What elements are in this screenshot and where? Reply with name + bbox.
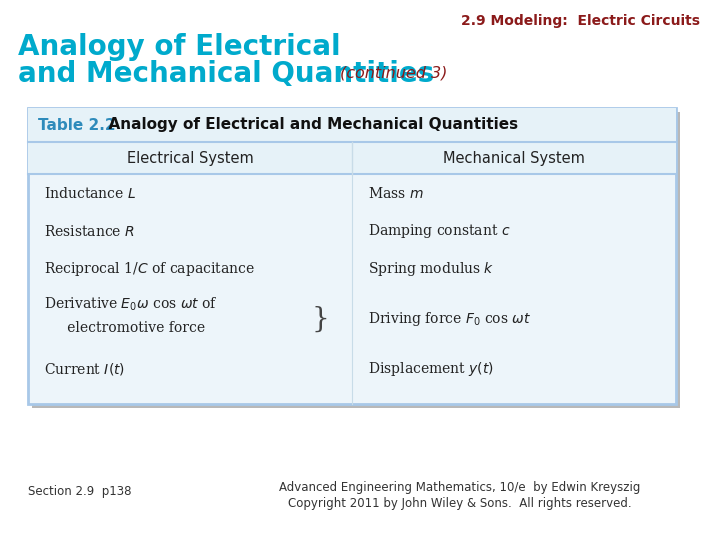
FancyBboxPatch shape — [28, 108, 676, 404]
Text: Section 2.9  p138: Section 2.9 p138 — [28, 485, 132, 498]
Text: and Mechanical Quantities: and Mechanical Quantities — [18, 60, 434, 88]
Text: Advanced Engineering Mathematics, 10/e  by Edwin Kreyszig: Advanced Engineering Mathematics, 10/e b… — [279, 482, 641, 495]
Text: (continued 3): (continued 3) — [340, 65, 447, 80]
Text: Table 2.2: Table 2.2 — [38, 118, 116, 132]
Text: Electrical System: Electrical System — [127, 151, 253, 165]
Text: 2.9 Modeling:  Electric Circuits: 2.9 Modeling: Electric Circuits — [461, 14, 700, 28]
Text: Resistance $R$: Resistance $R$ — [44, 224, 135, 239]
FancyBboxPatch shape — [28, 108, 676, 142]
Text: Damping constant $c$: Damping constant $c$ — [368, 222, 510, 240]
Text: Inductance $L$: Inductance $L$ — [44, 186, 136, 200]
Text: Analogy of Electrical: Analogy of Electrical — [18, 33, 341, 61]
Text: }: } — [311, 306, 329, 333]
Text: Mechanical System: Mechanical System — [443, 151, 585, 165]
Text: Driving force $F_0$ cos $\omega t$: Driving force $F_0$ cos $\omega t$ — [368, 310, 531, 328]
Text: Mass $m$: Mass $m$ — [368, 186, 423, 200]
Text: Derivative $E_0\omega$ cos $\omega t$ of: Derivative $E_0\omega$ cos $\omega t$ of — [44, 296, 218, 313]
Text: Analogy of Electrical and Mechanical Quantities: Analogy of Electrical and Mechanical Qua… — [98, 118, 518, 132]
Text: Spring modulus $k$: Spring modulus $k$ — [368, 260, 495, 278]
Text: Displacement $y(t)$: Displacement $y(t)$ — [368, 360, 494, 378]
Text: electromotive force: electromotive force — [54, 321, 205, 335]
FancyBboxPatch shape — [28, 142, 676, 174]
Text: Copyright 2011 by John Wiley & Sons.  All rights reserved.: Copyright 2011 by John Wiley & Sons. All… — [288, 496, 632, 510]
Text: Current $I(t)$: Current $I(t)$ — [44, 361, 125, 377]
Text: Reciprocal 1/$C$ of capacitance: Reciprocal 1/$C$ of capacitance — [44, 260, 255, 278]
FancyBboxPatch shape — [32, 112, 680, 408]
